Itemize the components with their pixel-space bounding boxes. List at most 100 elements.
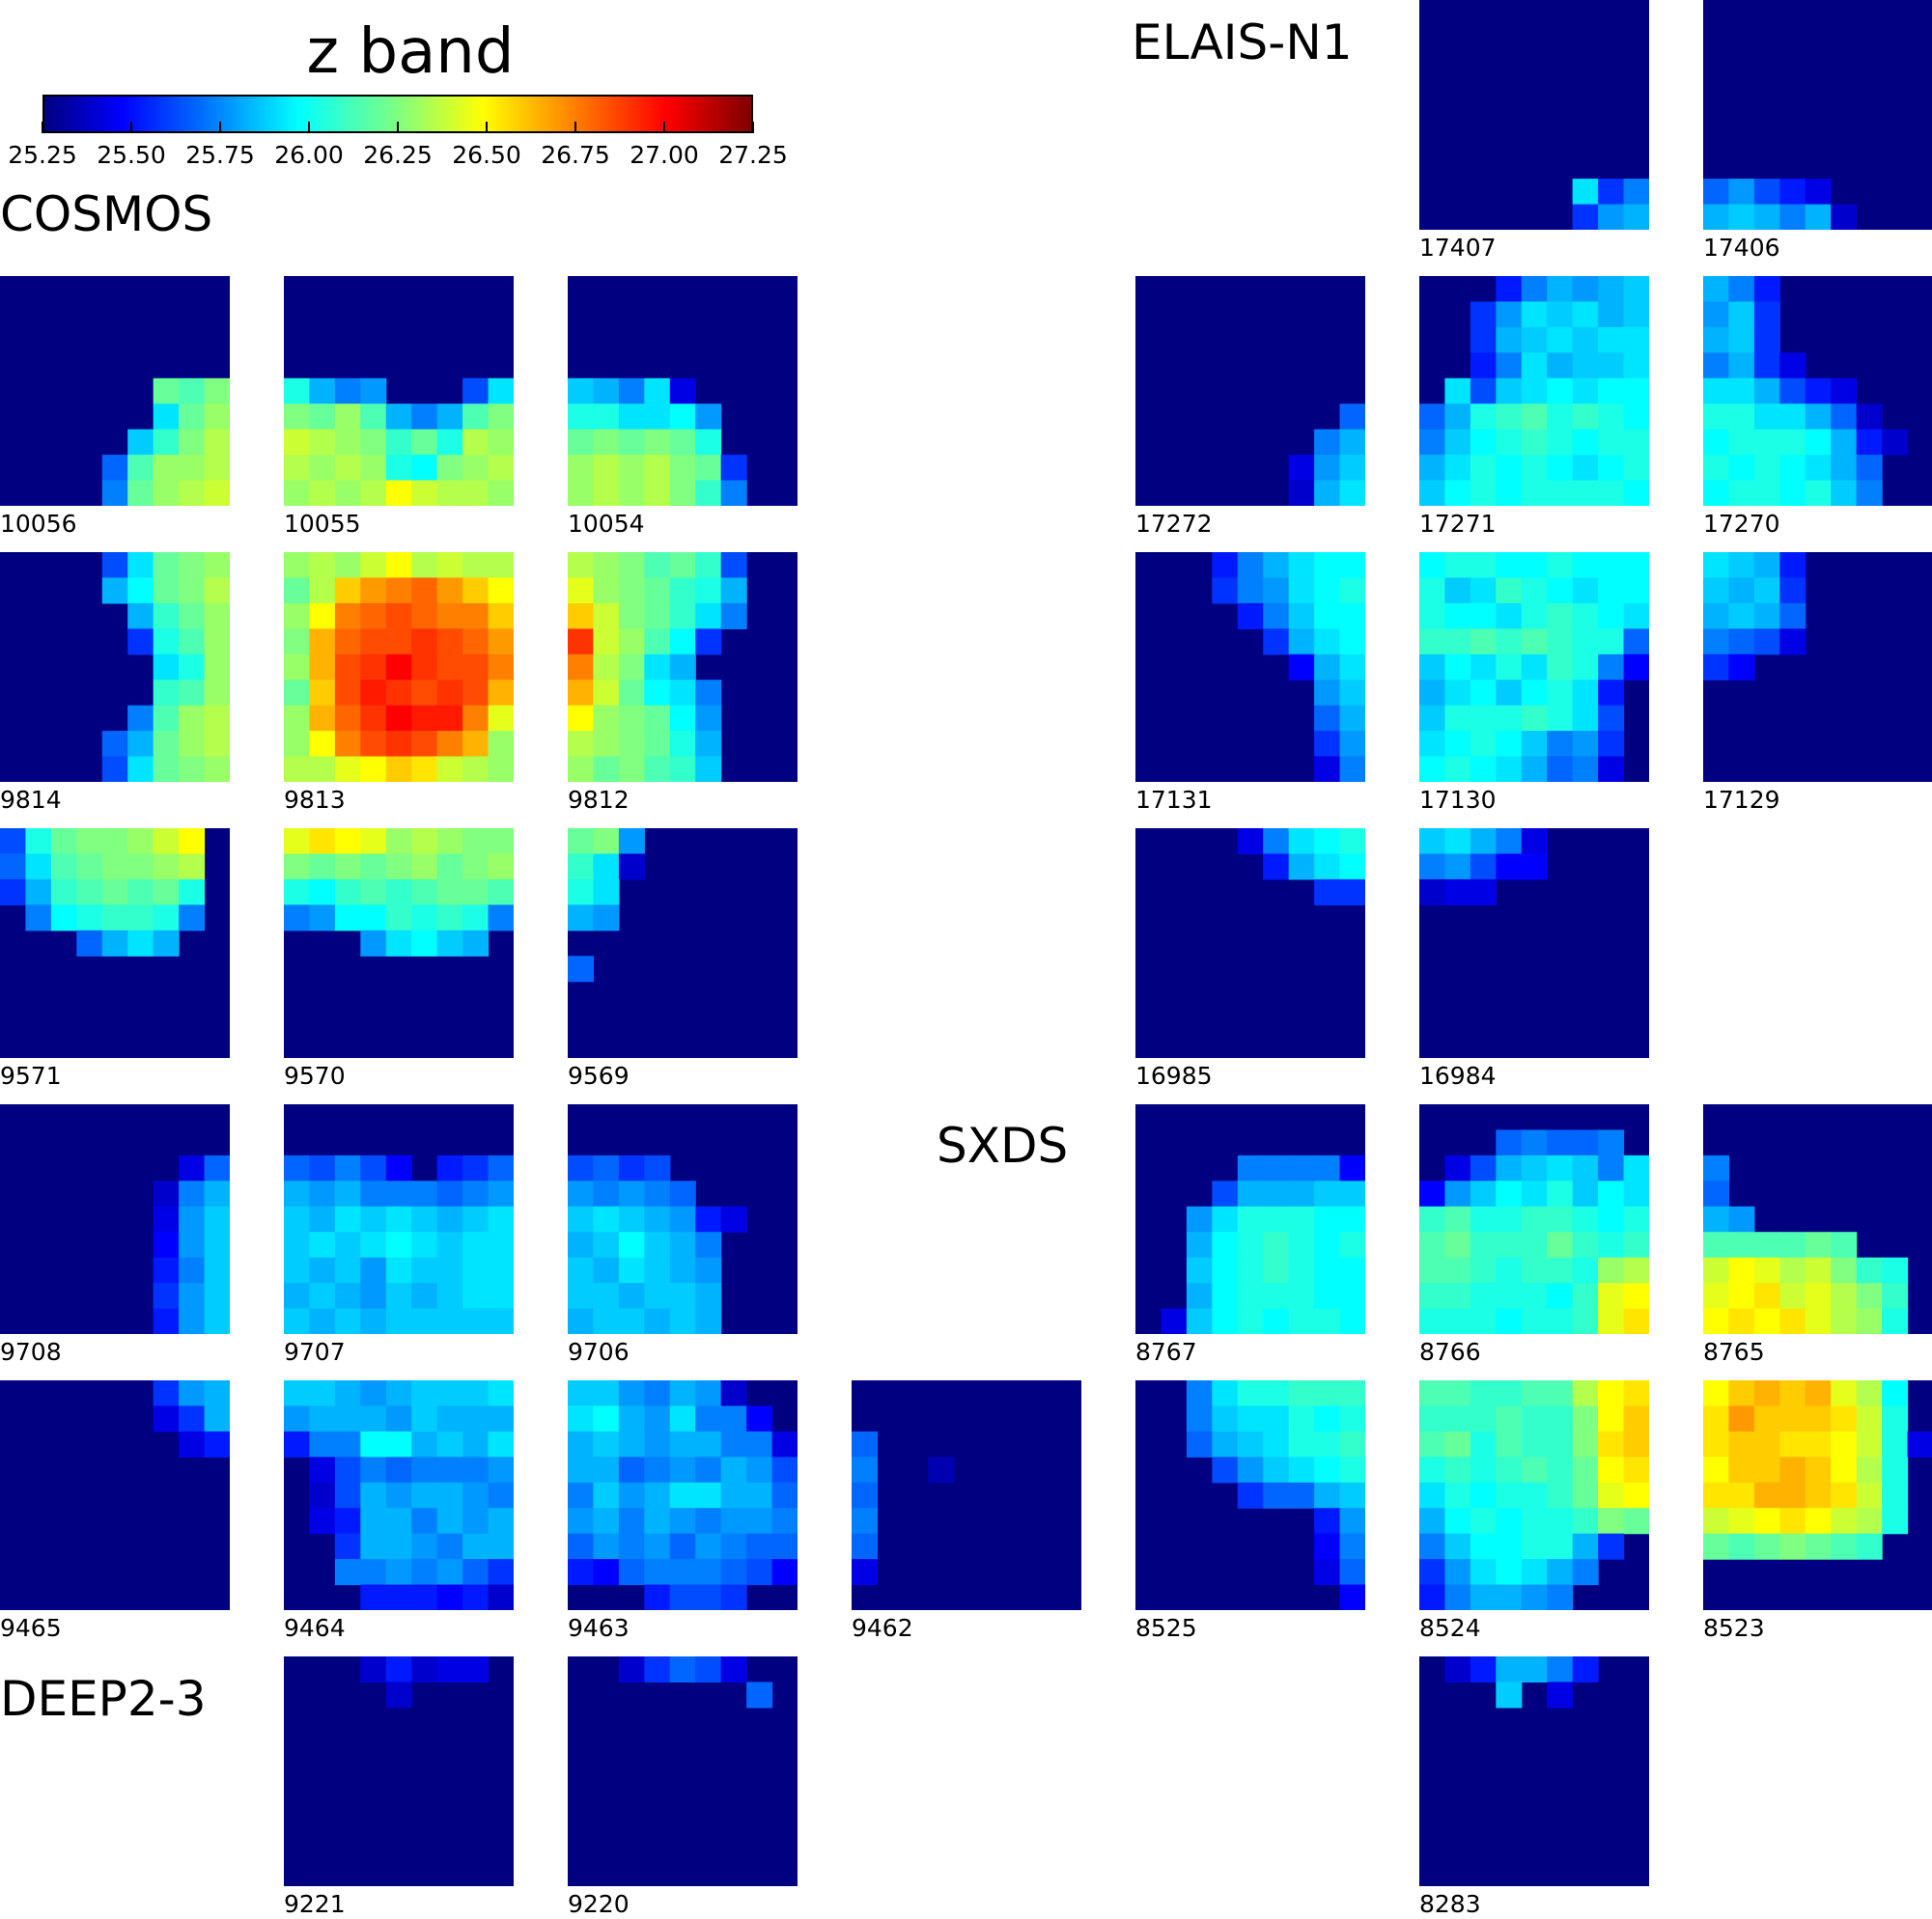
heatmap-cell (179, 1308, 206, 1334)
heatmap-cell (1521, 1656, 1548, 1683)
heatmap-cell (568, 1257, 595, 1284)
heatmap-cell (1703, 429, 1730, 456)
heatmap-cell (1444, 377, 1471, 404)
heatmap-cell (462, 731, 490, 758)
heatmap-cell (1623, 377, 1649, 404)
heatmap-cell (1339, 1380, 1365, 1407)
heatmap-cell (1598, 680, 1625, 707)
heatmap-cell (1263, 1431, 1290, 1458)
heatmap-cell (488, 1380, 514, 1407)
heatmap-cell (1703, 654, 1730, 681)
heatmap-cell (153, 828, 180, 855)
heatmap-cell (1314, 756, 1341, 782)
heatmap-cell (1263, 628, 1290, 655)
heatmap-cell (1263, 828, 1290, 855)
heatmap-cell (488, 377, 514, 404)
heatmap-cell (593, 552, 620, 579)
heatmap-cell (411, 1482, 438, 1509)
heatmap-cell (1831, 1482, 1858, 1509)
heatmap-cell (334, 1154, 361, 1182)
colorbar-tick-mark (397, 122, 399, 133)
heatmap-cell (1288, 1482, 1315, 1509)
heatmap-cell (411, 904, 438, 932)
heatmap-cell (644, 1508, 671, 1535)
heatmap-cell (644, 1283, 671, 1310)
heatmap-cell (436, 1431, 463, 1458)
heatmap-cell (436, 731, 463, 758)
heatmap-cell (695, 480, 722, 506)
heatmap-tile-plot (568, 1380, 798, 1610)
heatmap-cell (127, 878, 154, 905)
heatmap-cell (669, 1482, 696, 1509)
heatmap-cell (568, 1181, 595, 1208)
heatmap-cell (1237, 602, 1264, 629)
heatmap-cell (411, 1257, 438, 1284)
heatmap-cell (644, 455, 671, 482)
heatmap-cell (284, 602, 311, 629)
heatmap-cell (593, 1232, 620, 1259)
heatmap-cell (127, 628, 154, 655)
heatmap-cell (1419, 628, 1446, 655)
heatmap-cell (1470, 1405, 1497, 1432)
heatmap-cell (618, 1457, 645, 1484)
heatmap-cell (618, 602, 645, 629)
heatmap-cell (204, 1308, 230, 1334)
heatmap-cell (334, 1283, 361, 1310)
heatmap-tile-plot (1135, 828, 1365, 1058)
heatmap-cell (746, 1431, 773, 1458)
heatmap-cell (1470, 352, 1497, 379)
heatmap-cell (1598, 1508, 1625, 1535)
heatmap-cell (1805, 1431, 1832, 1458)
heatmap-cell (360, 1482, 387, 1509)
heatmap-cell (1779, 1508, 1806, 1535)
heatmap-cell (669, 1257, 696, 1284)
heatmap-cell (618, 628, 645, 655)
heatmap-tile-plot (568, 828, 798, 1058)
heatmap-cell (568, 1508, 595, 1535)
heatmap-cell (436, 1206, 463, 1233)
heatmap-cell (153, 1380, 180, 1407)
heatmap-cell (76, 904, 103, 932)
heatmap-cell (1419, 577, 1446, 604)
heatmap-cell (720, 1508, 747, 1535)
heatmap-cell (385, 904, 412, 932)
heatmap-cell (153, 1232, 180, 1259)
heatmap-cell (669, 602, 696, 629)
heatmap-cell (179, 1181, 206, 1208)
heatmap-cell (618, 377, 645, 404)
heatmap-cell (568, 403, 595, 431)
heatmap-cell (179, 552, 206, 579)
heatmap-cell (462, 1584, 490, 1610)
heatmap-cell (436, 1154, 463, 1182)
heatmap-cell (1703, 552, 1730, 579)
heatmap-cell (852, 1533, 879, 1560)
heatmap-tile-plot (852, 1380, 1081, 1610)
heatmap-cell (101, 577, 128, 604)
heatmap-cell (360, 1457, 387, 1484)
heatmap-cell (309, 1380, 336, 1407)
heatmap-cell (179, 680, 206, 707)
heatmap-cell (1728, 204, 1755, 230)
heatmap-cell (50, 828, 77, 855)
heatmap-cell (1703, 301, 1730, 328)
heatmap-cell (1703, 1232, 1730, 1259)
heatmap-cell (568, 1206, 595, 1233)
heatmap-cell (436, 1380, 463, 1407)
heatmap-cell (1419, 1405, 1446, 1432)
heatmap-cell (488, 904, 514, 932)
heatmap-cell (1703, 326, 1730, 353)
heatmap-cell (488, 429, 514, 456)
heatmap-cell (568, 1232, 595, 1259)
heatmap-cell (488, 1181, 514, 1208)
heatmap-cell (462, 552, 490, 579)
heatmap-cell (488, 480, 514, 506)
heatmap-cell (1470, 480, 1497, 506)
heatmap-tile-plot (1135, 276, 1365, 506)
heatmap-cell (1623, 301, 1649, 328)
heatmap-cell (669, 1431, 696, 1458)
heatmap-cell (644, 1584, 671, 1610)
heatmap-cell (1547, 1232, 1574, 1259)
heatmap-cell (284, 828, 311, 855)
heatmap-cell (593, 429, 620, 456)
heatmap-cell (1521, 756, 1548, 782)
